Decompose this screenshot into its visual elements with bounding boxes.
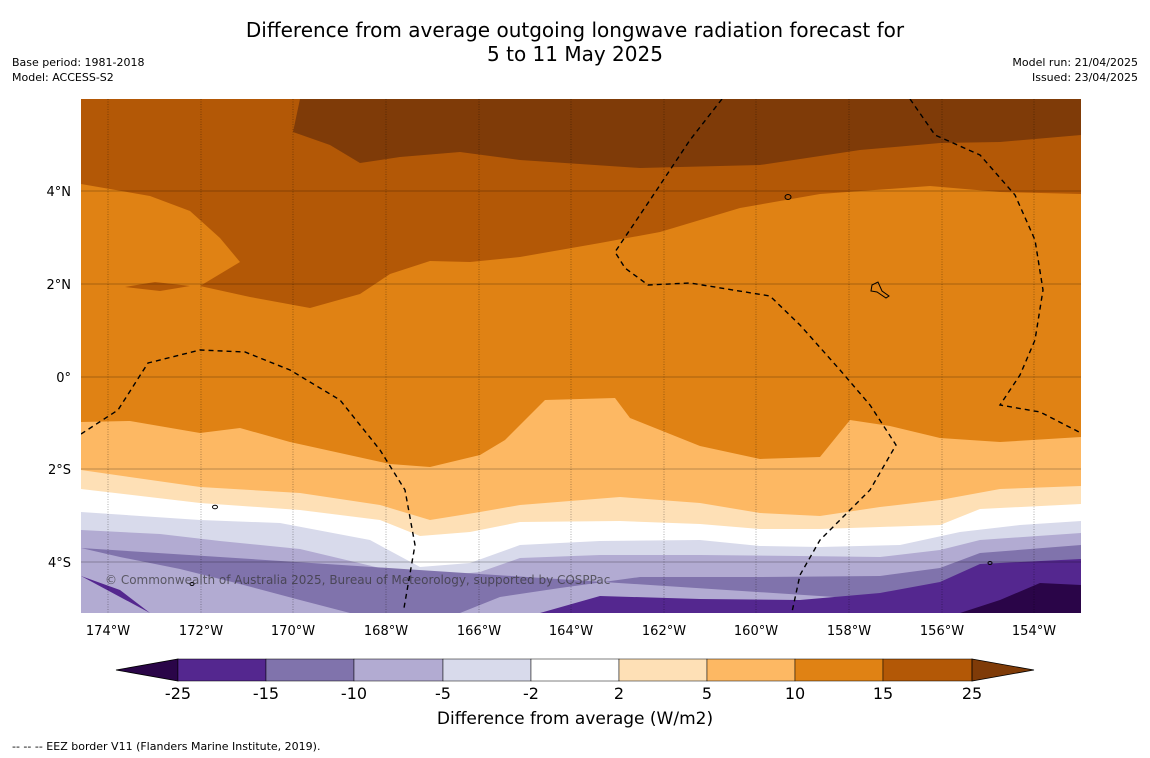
colorbar-segment: [794, 658, 884, 682]
latitude-labels: 4°N 2°N 0° 2°S 4°S: [47, 185, 72, 571]
colorbar-tick: -10: [341, 684, 367, 703]
colorbar-segment: [265, 658, 355, 682]
colorbar-segment: [706, 658, 796, 682]
colorbar-segment: [530, 658, 620, 682]
lat-label: 4°N: [47, 185, 72, 200]
islands: [189, 194, 993, 586]
colorbar-tick: 10: [785, 684, 805, 703]
band-15-25-patch: [125, 282, 190, 291]
copyright-notice: © Commonwealth of Australia 2025, Bureau…: [105, 573, 610, 587]
colorbar-tick: 15: [873, 684, 893, 703]
band-25-plus: [293, 99, 1081, 168]
chart-title: Difference from average outgoing longwav…: [0, 18, 1150, 66]
lon-label: 156°W: [920, 624, 964, 639]
colorbar: -25 -15 -10 -5 -2 2 5 10 15 25: [115, 658, 1035, 703]
lon-label: 164°W: [549, 624, 593, 639]
model-run: Model run: 21/04/2025: [1012, 56, 1138, 69]
colorbar-title: Difference from average (W/m2): [436, 709, 714, 729]
lon-label: 154°W: [1012, 624, 1056, 639]
meta-right: Model run: 21/04/2025 Issued: 23/04/2025: [1012, 55, 1138, 85]
latitude-gridlines: [81, 190, 1081, 563]
colorbar-segment: [882, 658, 973, 682]
colorbar-tick: -5: [435, 684, 451, 703]
colorbar-tick: -2: [523, 684, 539, 703]
eez-borders: [81, 99, 1081, 613]
colorbar-tick: -25: [165, 684, 191, 703]
lon-label: 168°W: [364, 624, 408, 639]
model-name: Model: ACCESS-S2: [12, 71, 114, 84]
base-period: Base period: 1981-2018: [12, 56, 145, 69]
colorbar-ticks: -25 -15 -10 -5 -2 2 5 10 15 25: [165, 684, 982, 703]
colorbar-extend-high: [971, 658, 1035, 682]
lon-label: 158°W: [827, 624, 871, 639]
meta-left: Base period: 1981-2018 Model: ACCESS-S2: [12, 55, 144, 85]
title-line-1: Difference from average outgoing longwav…: [245, 18, 905, 42]
colorbar-segment: [353, 658, 444, 682]
lon-label: 166°W: [457, 624, 501, 639]
colorbar-tick: -15: [253, 684, 279, 703]
lon-label: 172°W: [179, 624, 223, 639]
colorbar-tick: 5: [702, 684, 712, 703]
title-line-2: 5 to 11 May 2025: [487, 42, 663, 66]
issued-date: Issued: 23/04/2025: [1031, 71, 1138, 84]
lon-label: 162°W: [642, 624, 686, 639]
colorbar-tick: 25: [962, 684, 982, 703]
longitude-gridlines: [107, 99, 1035, 613]
longitude-labels: 174°W 172°W 170°W 168°W 166°W 164°W 162°…: [86, 624, 1056, 639]
lat-label: 4°S: [48, 556, 71, 571]
eez-legend-note: -- -- -- EEZ border V11 (Flanders Marine…: [12, 740, 321, 753]
colorbar-segment: [442, 658, 532, 682]
colorbar-extend-low: [115, 658, 179, 682]
colorbar-segment: [177, 658, 267, 682]
band-below-minus25: [960, 583, 1081, 613]
lat-label: 2°S: [48, 463, 71, 478]
band-minus15-minus10: [81, 545, 1081, 613]
lon-label: 174°W: [86, 624, 130, 639]
map-field: © Commonwealth of Australia 2025, Bureau…: [81, 99, 1081, 613]
lat-label: 2°N: [47, 278, 72, 293]
colorbar-tick: 2: [614, 684, 624, 703]
band-minus25-minus15: [81, 559, 1081, 613]
colorbar-segment: [618, 658, 708, 682]
lon-label: 160°W: [734, 624, 778, 639]
lon-label: 170°W: [271, 624, 315, 639]
lat-label: 0°: [56, 371, 71, 386]
